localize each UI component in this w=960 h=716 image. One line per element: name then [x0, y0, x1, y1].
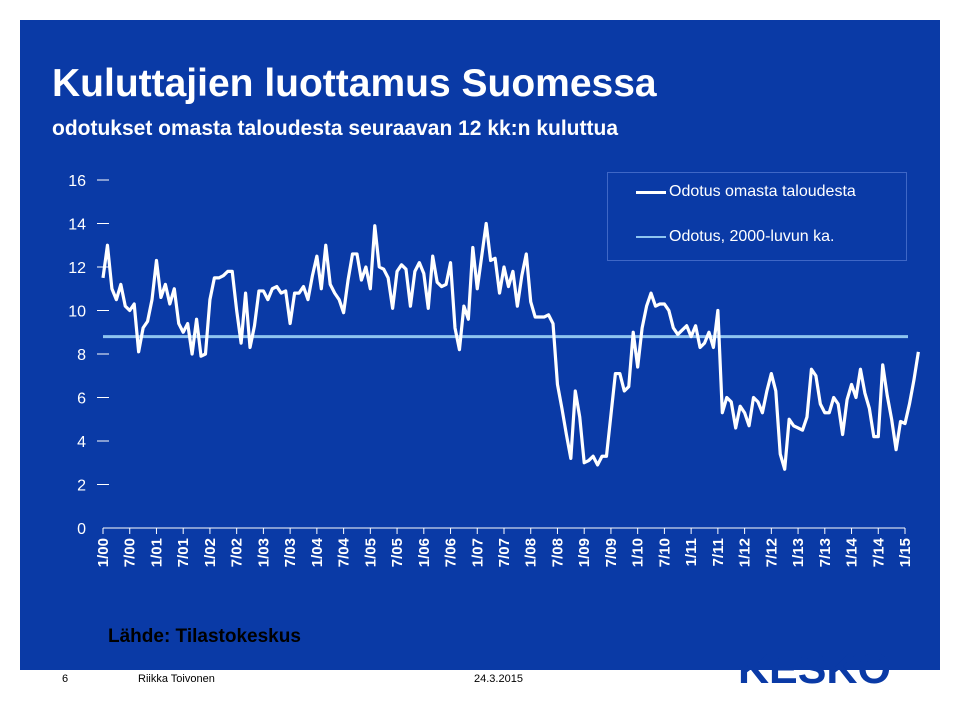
x-tick-label-18: 1/09 [576, 538, 593, 567]
series-line-main [101, 221, 920, 471]
legend-label-avg: Odotus, 2000-luvun ka. [669, 228, 835, 245]
footer-page-number: 6 [62, 673, 69, 685]
y-tick-label-12: 12 [68, 260, 86, 277]
x-tick-label-15: 7/07 [496, 538, 513, 567]
chart-axes [97, 179, 906, 534]
x-tick-label-25: 7/12 [763, 538, 780, 567]
x-tick-label-23: 7/11 [710, 538, 727, 566]
x-tick-label-29: 7/14 [870, 537, 887, 567]
slide-background [20, 20, 940, 670]
y-tick-labels: 0 2 4 6 8 10 12 14 16 [68, 173, 86, 538]
x-tick-label-3: 7/01 [175, 538, 192, 567]
x-tick-label-22: 1/11 [683, 538, 700, 566]
y-tick-label-2: 2 [77, 478, 86, 495]
x-tick-label-10: 1/05 [362, 538, 379, 567]
x-tick-label-21: 7/10 [656, 538, 673, 567]
kesko-logo: KESKO [738, 645, 891, 693]
legend-label-main: Odotus omasta taloudesta [669, 183, 856, 200]
y-tick-label-4: 4 [77, 434, 86, 451]
x-tick-label-20: 1/10 [630, 538, 647, 567]
y-tick-label-8: 8 [77, 347, 86, 364]
x-tick-label-13: 7/06 [443, 538, 460, 567]
x-tick-label-26: 1/13 [790, 538, 807, 567]
x-tick-label-16: 1/08 [523, 538, 540, 567]
footer-date: 24.3.2015 [474, 673, 523, 685]
legend-item-avg: Odotus, 2000-luvun ka. [636, 228, 834, 246]
x-tick-label-17: 7/08 [549, 538, 566, 567]
legend: Odotus omasta taloudesta Odotus, 2000-lu… [607, 172, 907, 261]
legend-swatch-main [636, 190, 666, 194]
x-tick-label-24: 1/12 [737, 538, 754, 567]
x-tick-label-30: 1/15 [897, 538, 914, 567]
x-tick-label-0: 1/00 [95, 538, 112, 567]
legend-swatch-avg [636, 236, 666, 238]
x-tick-label-27: 7/13 [817, 538, 834, 567]
x-tick-label-11: 7/05 [389, 538, 406, 567]
x-tick-label-1: 7/00 [122, 538, 139, 567]
y-tick-label-0: 0 [77, 521, 86, 538]
chart-subtitle: odotukset omasta taloudesta seuraavan 12… [52, 117, 618, 140]
x-tick-label-8: 1/04 [309, 537, 326, 567]
x-tick-label-19: 7/09 [603, 538, 620, 567]
y-tick-label-6: 6 [77, 391, 86, 408]
series-group [101, 221, 920, 471]
y-tick-label-16: 16 [68, 173, 86, 190]
y-tick-label-10: 10 [68, 304, 86, 321]
source-note: Lähde: Tilastokeskus [108, 626, 301, 647]
x-tick-label-5: 7/02 [229, 538, 246, 567]
x-tick-label-12: 1/06 [416, 538, 433, 567]
x-tick-label-14: 1/07 [469, 538, 486, 567]
chart-title: Kuluttajien luottamus Suomessa [52, 62, 657, 105]
legend-item-main: Odotus omasta taloudesta [636, 183, 856, 201]
x-tick-label-6: 1/03 [255, 538, 272, 567]
x-tick-label-7: 7/03 [282, 538, 299, 567]
x-tick-label-4: 1/02 [202, 538, 219, 567]
x-tick-label-9: 7/04 [336, 537, 353, 567]
x-tick-label-28: 1/14 [844, 537, 861, 567]
x-tick-labels: 1/00 7/00 1/01 7/01 1/02 7/02 1/03 7/03 1/04 7/04… [95, 537, 914, 567]
x-tick-label-2: 1/01 [148, 538, 165, 567]
y-tick-label-14: 14 [68, 217, 86, 234]
footer-author: Riikka Toivonen [138, 673, 215, 685]
